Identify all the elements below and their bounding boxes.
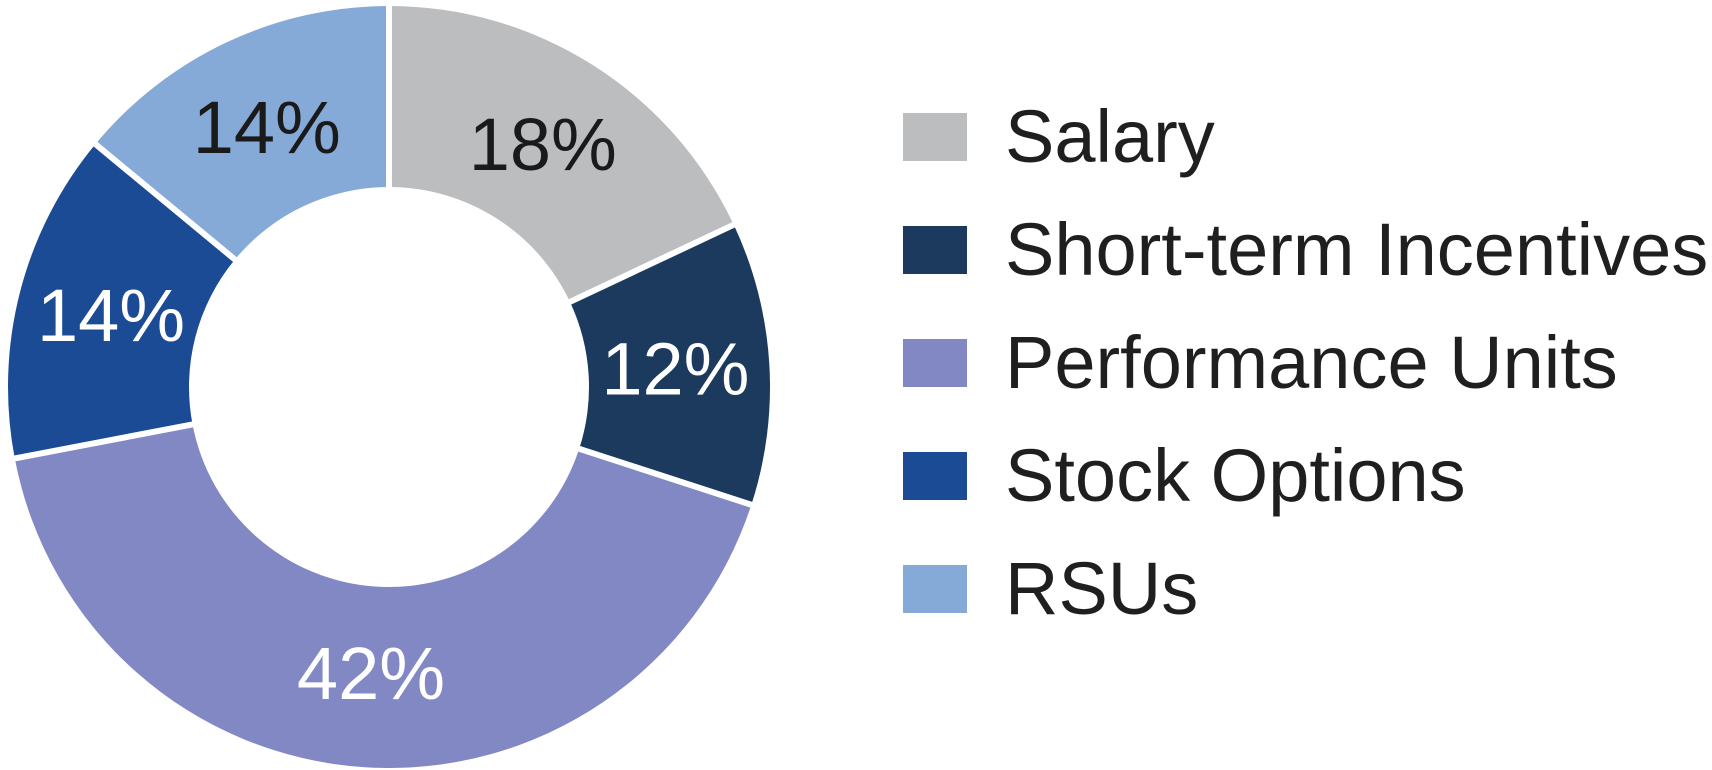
slice-value-label-short-term-incentives: 12%	[601, 327, 749, 410]
slice-value-label-rsus: 14%	[193, 86, 341, 169]
legend-swatch-short-term-incentives	[903, 225, 967, 274]
legend-swatch-rsus	[903, 564, 967, 613]
legend-item-rsus: RSUs	[903, 532, 1708, 645]
legend-item-performance-units: Performance Units	[903, 306, 1708, 419]
slice-value-label-salary: 18%	[469, 103, 617, 186]
legend-item-short-term-incentives: Short-term Incentives	[903, 193, 1708, 306]
pie-slice-salary	[389, 6, 734, 302]
chart-legend: Salary Short-term Incentives Performance U…	[903, 80, 1708, 645]
legend-swatch-performance-units	[903, 338, 967, 387]
pie-slice-performance-units	[14, 424, 752, 769]
legend-swatch-salary	[903, 112, 967, 161]
legend-label-performance-units: Performance Units	[1005, 320, 1618, 404]
slice-separator	[10, 420, 198, 463]
legend-label-short-term-incentives: Short-term Incentives	[1005, 207, 1709, 291]
legend-swatch-stock-options	[903, 451, 967, 500]
pie-slice-short-term-incentives	[569, 224, 770, 505]
slice-value-label-performance-units: 42%	[297, 632, 445, 715]
slice-separator	[90, 139, 240, 265]
legend-label-stock-options: Stock Options	[1005, 433, 1466, 517]
legend-label-salary: Salary	[1005, 94, 1215, 178]
pie-slice-rsus	[95, 6, 390, 260]
slice-separator	[565, 220, 739, 307]
slice-value-label-stock-options: 14%	[37, 274, 185, 357]
pie-slice-stock-options	[8, 144, 235, 459]
legend-item-salary: Salary	[903, 80, 1708, 193]
legend-label-rsus: RSUs	[1005, 546, 1199, 630]
slice-separator	[574, 444, 757, 509]
legend-item-stock-options: Stock Options	[903, 419, 1708, 532]
